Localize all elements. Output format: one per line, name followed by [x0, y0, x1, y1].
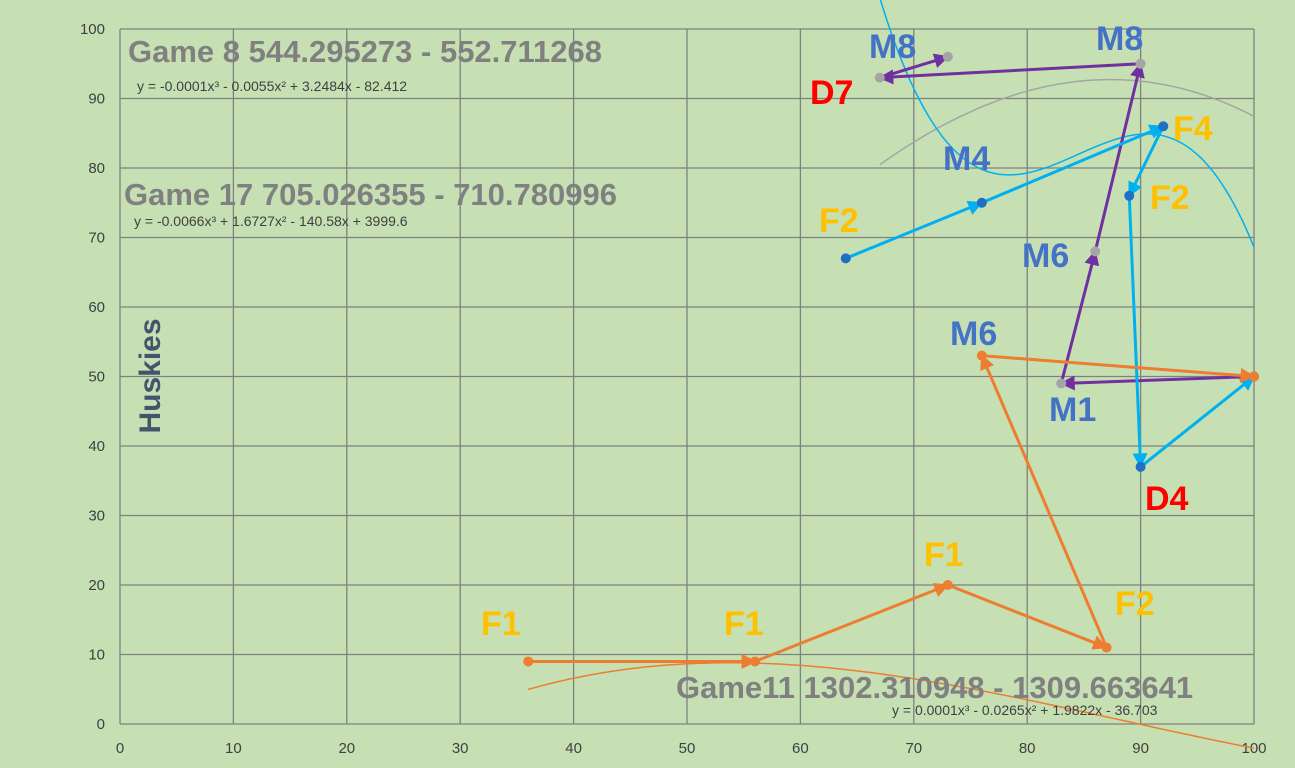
x-tick-label: 10 [225, 740, 242, 757]
arrow-segment [845, 200, 984, 260]
x-tick-label: 70 [905, 740, 922, 757]
gridlines [119, 28, 1255, 725]
y-tick-label: 50 [88, 369, 105, 386]
data-point [1056, 378, 1067, 389]
y-tick-label: 10 [88, 647, 105, 664]
point-label: F1 [724, 605, 764, 643]
point-labels: M1 M6 M8 D7 M8 F2 M4 F4 F2 D4 F1 F1 F1 F2 M6 [481, 20, 1213, 643]
arrow-segment [754, 583, 950, 663]
data-point [1249, 371, 1259, 382]
y-tick-label: 20 [88, 577, 105, 594]
arrow-segment [980, 354, 1108, 649]
arrow-segment [981, 354, 1256, 383]
point-label: D4 [1145, 480, 1189, 518]
trendline [527, 662, 1255, 749]
data-point [1158, 121, 1169, 132]
data-points [523, 51, 1259, 667]
arrow-segment [1059, 375, 1255, 391]
trend-equation: y = -0.0066x³ + 1.6727x² - 140.58x + 399… [134, 213, 408, 229]
point-label: F1 [924, 536, 964, 574]
point-label: F2 [1115, 585, 1155, 623]
data-point [1135, 58, 1146, 69]
y-tick-label: 70 [88, 230, 105, 247]
point-label: F1 [481, 605, 521, 643]
series-title: Game 8 544.295273 - 552.711268 [128, 34, 602, 69]
y-tick-label: 60 [88, 299, 105, 316]
point-label: M1 [1049, 391, 1096, 429]
data-point [976, 197, 987, 208]
data-point [840, 253, 851, 264]
x-tick-label: 100 [1241, 740, 1266, 757]
arrow-segment [1139, 375, 1256, 469]
trend-equation: y = 0.0001x³ - 0.0265x² + 1.9822x - 36.7… [892, 702, 1158, 718]
data-point [942, 580, 953, 590]
arrow-segment [879, 53, 950, 80]
x-tick-label: 50 [679, 740, 696, 757]
trend-equation: y = -0.0001x³ - 0.0055x² + 3.2484x - 82.… [137, 78, 407, 94]
arrow-segment [878, 62, 1141, 85]
y-tick-label: 80 [88, 160, 105, 177]
arrow-segment [947, 583, 1108, 650]
x-tick-label: 30 [452, 740, 469, 757]
x-tick-label: 0 [116, 740, 124, 757]
trendline [879, 78, 1255, 166]
data-point [874, 72, 885, 83]
x-tick-label: 40 [565, 740, 582, 757]
data-point [750, 656, 761, 667]
y-axis-label: Huskies [134, 318, 167, 433]
point-label: M6 [1022, 237, 1069, 275]
data-point [1135, 461, 1146, 472]
point-label: D7 [810, 74, 853, 112]
data-point [523, 656, 534, 667]
y-tick-label: 40 [88, 438, 105, 455]
x-tick-label: 90 [1132, 740, 1149, 757]
data-point [976, 350, 987, 361]
data-point [1090, 246, 1101, 257]
x-tick-label: 80 [1019, 740, 1036, 757]
arrow-segment [1093, 62, 1145, 252]
series-titles: Game 8 544.295273 - 552.711268 y = -0.000… [124, 34, 1193, 718]
trendlines [527, 0, 1255, 749]
point-label: M4 [943, 140, 990, 178]
x-tick-label: 60 [792, 740, 809, 757]
arrow-segment [1127, 195, 1148, 469]
tick-labels: 0 10 20 30 40 50 60 70 80 90 100 0 10 20 30 40 50 60 70 80 9… [80, 21, 1267, 757]
point-label: F2 [819, 202, 859, 240]
arrow-segment [981, 124, 1165, 205]
y-tick-label: 30 [88, 508, 105, 525]
series-title: Game11 1302.310948 - 1309.663641 [676, 670, 1193, 705]
point-label: F4 [1173, 110, 1213, 148]
series-title: Game 17 705.026355 - 710.780996 [124, 177, 617, 212]
y-tick-label: 90 [88, 91, 105, 108]
point-label: F2 [1150, 179, 1190, 217]
data-point [1124, 190, 1135, 201]
arrow-paths [528, 53, 1256, 669]
data-point [942, 51, 953, 62]
data-point [1101, 642, 1112, 653]
y-tick-label: 100 [80, 21, 105, 38]
trendline [879, 0, 1255, 248]
point-label: M6 [950, 315, 997, 353]
arrow-segment [1127, 125, 1165, 198]
point-label: M8 [869, 28, 916, 66]
x-tick-label: 20 [338, 740, 355, 757]
point-label: M8 [1096, 20, 1143, 58]
y-tick-label: 0 [97, 716, 105, 733]
